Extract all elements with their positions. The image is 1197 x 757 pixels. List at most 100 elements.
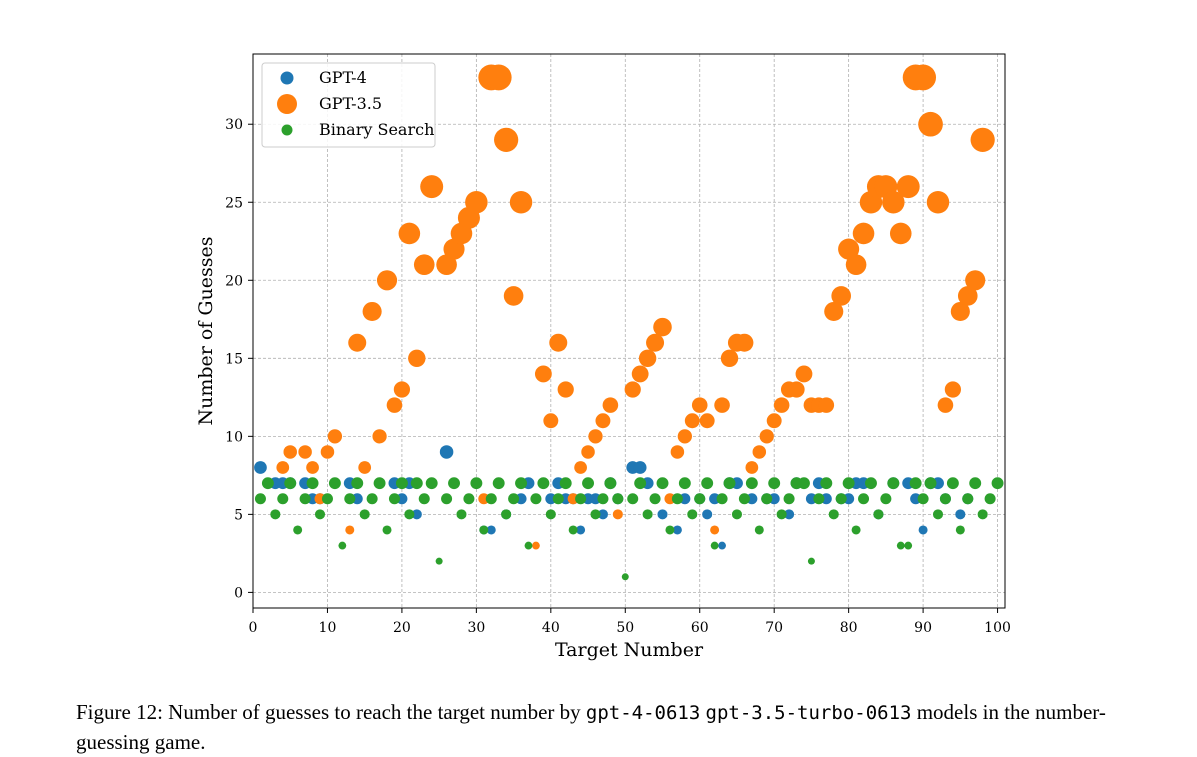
caption-suffix: models in the number-guessing game. (76, 700, 1106, 754)
x-axis-label: Target Number (555, 639, 704, 661)
plot-frame (252, 53, 1006, 609)
y-tick-label: 0 (234, 585, 243, 601)
x-tick-label: 70 (765, 620, 783, 636)
x-tick-label: 30 (467, 620, 485, 636)
y-axis-ticks: 0 5 10 15 20 25 30 (225, 117, 253, 601)
point-gpt-3-5 (831, 286, 852, 306)
point-binary-search (359, 509, 370, 520)
point-gpt-3-5 (852, 222, 875, 245)
point-binary-search (991, 477, 1004, 490)
point-gpt-3-5 (574, 461, 587, 474)
point-binary-search (590, 509, 601, 520)
point-gpt-4 (411, 509, 422, 520)
point-binary-search (621, 573, 629, 581)
point-gpt-3-5 (735, 333, 754, 352)
point-gpt-4 (254, 461, 267, 474)
point-binary-search (865, 477, 877, 490)
point-gpt-3-5 (509, 191, 533, 214)
point-gpt-3-5 (824, 301, 844, 322)
point-binary-search (984, 493, 996, 505)
point-gpt-3-5 (918, 111, 943, 137)
point-binary-search (515, 477, 527, 490)
point-gpt-4 (955, 509, 966, 520)
point-binary-search (410, 477, 423, 490)
point-gpt-3-5 (581, 445, 595, 459)
point-gpt-3-5 (465, 191, 488, 214)
point-gpt-3-5 (896, 175, 920, 199)
point-gpt-3-5 (358, 461, 372, 474)
point-gpt-3-5 (677, 429, 692, 444)
point-gpt-3-5 (759, 429, 774, 444)
point-binary-search (649, 493, 661, 505)
point-gpt-3-5 (362, 301, 382, 322)
legend-label-gpt-3-5: GPT-3.5 (319, 94, 382, 113)
point-binary-search (687, 509, 698, 520)
x-tick-label: 10 (319, 620, 337, 636)
caption-model-a: gpt-4-0613 (585, 702, 701, 724)
point-gpt-3-5 (306, 461, 319, 474)
point-binary-search (479, 525, 489, 535)
point-binary-search (344, 493, 356, 505)
point-gpt-4 (597, 509, 608, 520)
point-binary-search (627, 493, 639, 505)
point-binary-search (904, 541, 913, 550)
point-binary-search (828, 509, 839, 520)
scatter-chart: 0 5 10 15 20 25 30 0 10 20 30 40 50 60 70 80 90 100 Targ… (195, 53, 1011, 661)
point-binary-search (731, 509, 742, 520)
point-binary-search (665, 525, 675, 535)
point-binary-search (946, 477, 959, 490)
x-tick-label: 0 (249, 620, 258, 636)
point-gpt-3-5 (624, 381, 641, 398)
point-gpt-3-5 (595, 413, 611, 429)
point-binary-search (299, 493, 311, 505)
point-gpt-3-5 (766, 413, 782, 429)
point-binary-search (284, 477, 297, 490)
point-binary-search (552, 493, 564, 505)
point-binary-search (366, 493, 378, 505)
point-gpt-3-5 (602, 397, 619, 413)
point-gpt-4 (672, 525, 682, 535)
point-gpt-4 (486, 525, 496, 535)
y-tick-label: 10 (225, 429, 243, 445)
point-binary-search (738, 493, 750, 505)
point-binary-search (254, 493, 266, 505)
point-binary-search (835, 493, 847, 505)
point-binary-search (969, 477, 982, 490)
x-tick-label: 20 (393, 620, 411, 636)
point-binary-search (314, 509, 326, 520)
point-gpt-3-5 (838, 238, 860, 260)
caption-model-b: gpt-3.5-turbo-0613 (705, 702, 912, 724)
x-tick-label: 90 (914, 620, 932, 636)
point-gpt-3-5 (420, 175, 444, 199)
point-binary-search (404, 509, 415, 520)
point-binary-search (955, 525, 965, 535)
point-binary-search (977, 509, 988, 520)
point-binary-search (559, 477, 572, 490)
y-tick-label: 20 (225, 273, 243, 289)
point-binary-search (524, 541, 533, 550)
point-binary-search (723, 477, 736, 490)
point-binary-search (656, 477, 669, 490)
point-binary-search (813, 493, 825, 505)
point-gpt-3-5 (631, 365, 649, 383)
point-gpt-3-5 (436, 254, 457, 275)
point-gpt-4 (702, 509, 713, 520)
point-gpt-3-5 (372, 429, 387, 444)
point-binary-search (962, 493, 974, 505)
point-gpt-3-5 (699, 413, 715, 429)
point-gpt-3-5 (612, 509, 623, 520)
point-binary-search (873, 509, 884, 520)
point-gpt-3-5 (889, 222, 912, 245)
y-tick-label: 15 (225, 351, 243, 367)
point-binary-search (842, 477, 855, 490)
point-binary-search (545, 509, 556, 520)
point-gpt-3-5 (276, 461, 290, 474)
point-binary-search (798, 477, 810, 490)
point-gpt-3-5 (298, 445, 312, 459)
point-gpt-3-5 (937, 397, 954, 413)
point-binary-search (373, 477, 386, 490)
point-binary-search (463, 493, 475, 505)
caption-prefix: Figure 12: Number of guesses to reach th… (76, 700, 581, 724)
point-gpt-3-5 (845, 254, 867, 275)
point-gpt-3-5 (588, 429, 603, 444)
